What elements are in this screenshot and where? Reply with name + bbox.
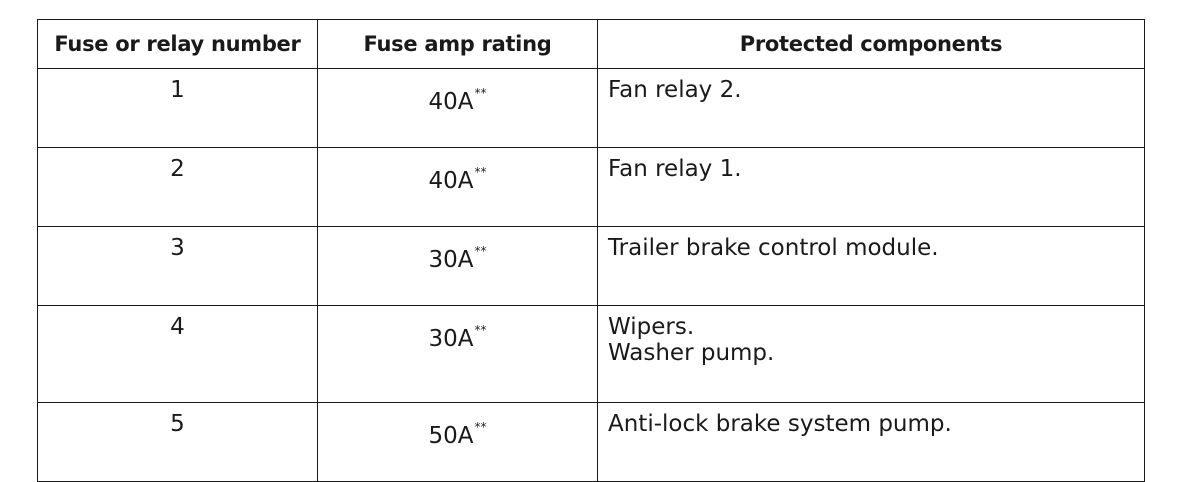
component-text: Fan relay 2. [608, 77, 742, 103]
footnote-marker: ** [474, 165, 487, 180]
amp-value: 30A [428, 247, 474, 273]
table-row: 3 30A** Trailer brake control module. [37, 226, 1145, 306]
component-text: Washer pump. [608, 340, 775, 366]
footnote-marker: ** [474, 420, 487, 435]
amp-rating-cell: 50A** [317, 402, 598, 482]
fuse-number-cell: 3 [37, 226, 318, 306]
amp-value: 30A [428, 326, 474, 352]
components-cell: Fan relay 2. [597, 68, 1145, 148]
fuse-number-cell: 4 [37, 305, 318, 403]
amp-rating-cell: 40A** [317, 147, 598, 227]
footnote-marker: ** [474, 323, 487, 338]
amp-rating-cell: 30A** [317, 305, 598, 403]
fuse-table: Fuse or relay number Fuse amp rating Pro… [37, 19, 1145, 482]
amp-rating-cell: 30A** [317, 226, 598, 306]
table-row: 2 40A** Fan relay 1. [37, 147, 1145, 227]
fuse-number-cell: 2 [37, 147, 318, 227]
header-row: Fuse or relay number Fuse amp rating Pro… [37, 19, 1145, 69]
table-row: 5 50A** Anti-lock brake system pump. [37, 402, 1145, 482]
component-text: Wipers. [608, 314, 695, 340]
components-cell: Wipers. Washer pump. [597, 305, 1145, 403]
amp-rating-cell: 40A** [317, 68, 598, 148]
component-text: Trailer brake control module. [608, 235, 939, 261]
header-protected-components: Protected components [597, 19, 1145, 69]
amp-value: 50A [428, 423, 474, 449]
component-text: Fan relay 1. [608, 156, 742, 182]
footnote-marker: ** [474, 244, 487, 259]
table-row: 1 40A** Fan relay 2. [37, 68, 1145, 148]
component-text: Anti-lock brake system pump. [608, 411, 952, 437]
footnote-marker: ** [474, 86, 487, 101]
components-cell: Anti-lock brake system pump. [597, 402, 1145, 482]
components-cell: Trailer brake control module. [597, 226, 1145, 306]
header-amp-rating: Fuse amp rating [317, 19, 598, 69]
fuse-number-cell: 5 [37, 402, 318, 482]
fuse-number-cell: 1 [37, 68, 318, 148]
amp-value: 40A [428, 168, 474, 194]
amp-value: 40A [428, 89, 474, 115]
header-fuse-number: Fuse or relay number [37, 19, 318, 69]
components-cell: Fan relay 1. [597, 147, 1145, 227]
table-row: 4 30A** Wipers. Washer pump. [37, 305, 1145, 403]
